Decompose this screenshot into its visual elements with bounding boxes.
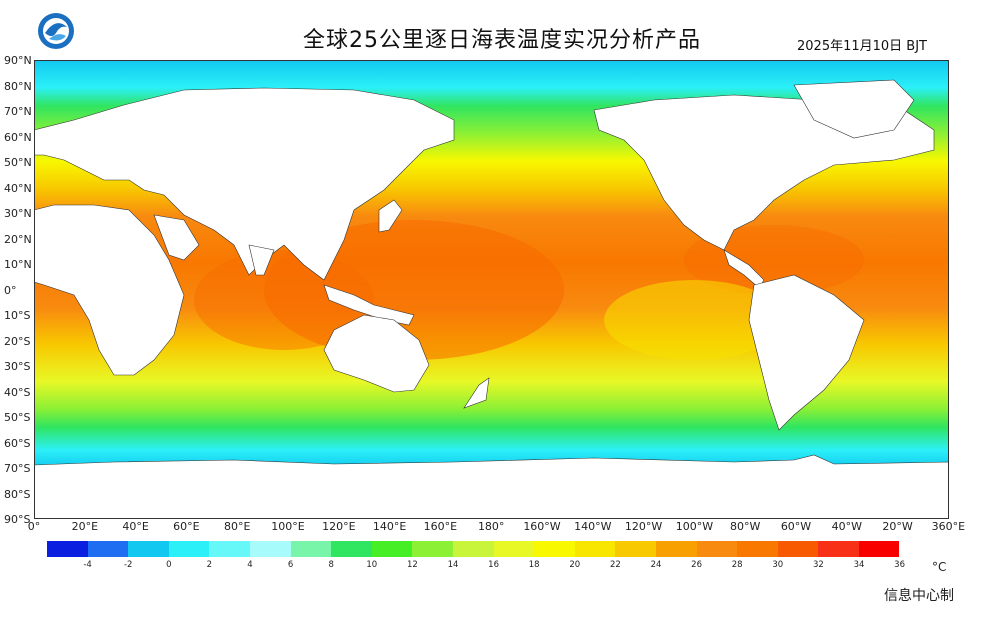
lat-label: 0° xyxy=(4,283,17,297)
lon-label: 0° xyxy=(27,520,41,533)
legend-swatch xyxy=(87,541,129,557)
lat-label: 80°N xyxy=(4,79,32,93)
lat-label: 60°N xyxy=(4,130,32,144)
legend-label: 34 xyxy=(853,560,865,570)
legend-label: 14 xyxy=(447,560,459,570)
legend-swatch xyxy=(452,541,494,557)
lon-label: 140°E xyxy=(372,520,407,533)
legend-label: 4 xyxy=(247,560,253,570)
legend-swatch xyxy=(412,541,453,557)
legend-swatch xyxy=(371,541,413,557)
legend-swatch xyxy=(493,541,535,557)
legend-label: 30 xyxy=(772,560,784,570)
legend-label: 22 xyxy=(609,560,621,570)
legend-swatch xyxy=(858,541,900,557)
lon-label: 160°W xyxy=(523,520,561,533)
legend-swatch xyxy=(777,541,819,557)
lat-label: 70°S xyxy=(4,462,31,475)
lon-label: 100°E xyxy=(271,520,305,533)
legend-label: 26 xyxy=(691,560,703,570)
legend-swatch xyxy=(696,541,738,557)
color-legend xyxy=(47,541,900,557)
lat-label: 30°N xyxy=(4,207,32,220)
legend-label: 24 xyxy=(650,560,662,570)
legend-label: 2 xyxy=(206,560,213,570)
lat-label: 50°S xyxy=(4,411,31,424)
legend-label: 10 xyxy=(366,560,378,570)
legend-swatch xyxy=(168,541,210,557)
lat-label: 80°S xyxy=(4,487,31,501)
legend-swatch xyxy=(47,541,88,557)
lat-label: 40°N xyxy=(4,181,32,195)
lon-label: 140°W xyxy=(574,520,612,533)
lat-label: 20°S xyxy=(4,334,31,348)
lat-label: 50°N xyxy=(4,156,32,169)
lon-label: 40°E xyxy=(122,520,149,533)
legend-label: 0 xyxy=(166,560,172,570)
lat-label: 60°S xyxy=(4,436,31,450)
legend-swatch xyxy=(209,541,250,557)
legend-label: 16 xyxy=(488,560,500,570)
legend-label: -4 xyxy=(83,560,92,570)
legend-swatch xyxy=(290,541,332,557)
lat-label: 10°N xyxy=(4,258,32,271)
cma-logo-icon xyxy=(38,13,74,49)
legend-label: -2 xyxy=(123,560,133,570)
lon-label: 80°E xyxy=(223,520,251,533)
legend-swatch xyxy=(249,541,291,557)
legend-label: 18 xyxy=(528,560,540,570)
lon-label: 80°W xyxy=(730,520,761,533)
lon-label: 60°W xyxy=(780,520,812,533)
lon-label: 40°W xyxy=(831,520,862,533)
legend-label: 8 xyxy=(328,560,334,570)
legend-label: 32 xyxy=(812,560,824,570)
legend-swatch xyxy=(331,541,372,557)
legend-swatch xyxy=(534,541,575,557)
lon-label: 120°E xyxy=(322,520,356,533)
source-label: 信息中心制 xyxy=(884,588,954,604)
legend-swatch xyxy=(737,541,778,557)
lat-label: 20°N xyxy=(4,232,32,246)
lat-label: 30°S xyxy=(4,360,31,373)
lon-label: 100°W xyxy=(675,520,714,533)
legend-swatch xyxy=(128,541,169,557)
legend-label: 12 xyxy=(406,560,418,570)
lon-label: 180° xyxy=(477,520,505,533)
legend-label: 20 xyxy=(569,560,581,570)
lat-label: 90°N xyxy=(4,54,32,67)
lat-label: 90°S xyxy=(4,513,31,526)
legend-label: 28 xyxy=(731,560,743,570)
lon-label: 360°E xyxy=(931,520,966,533)
legend-label: 36 xyxy=(894,560,906,570)
lat-label: 40°S xyxy=(4,385,31,399)
lat-label: 70°N xyxy=(4,105,32,118)
unit-label: °C xyxy=(932,560,947,574)
lon-label: 20°W xyxy=(882,520,913,533)
legend-swatch xyxy=(615,541,656,557)
sst-map xyxy=(34,60,949,519)
lon-label: 60°E xyxy=(173,520,200,533)
lon-label: 120°W xyxy=(624,520,663,533)
page-title: 全球25公里逐日海表温度实况分析产品 xyxy=(303,28,701,53)
legend-label: 6 xyxy=(287,560,294,570)
date-label: 2025年11月10日 BJT xyxy=(797,39,927,54)
lat-label: 10°S xyxy=(4,309,31,322)
lon-label: 20°E xyxy=(71,520,99,533)
legend-swatch xyxy=(818,541,859,557)
lon-label: 160°E xyxy=(423,520,458,533)
legend-swatch xyxy=(655,541,697,557)
legend-swatch xyxy=(574,541,616,557)
